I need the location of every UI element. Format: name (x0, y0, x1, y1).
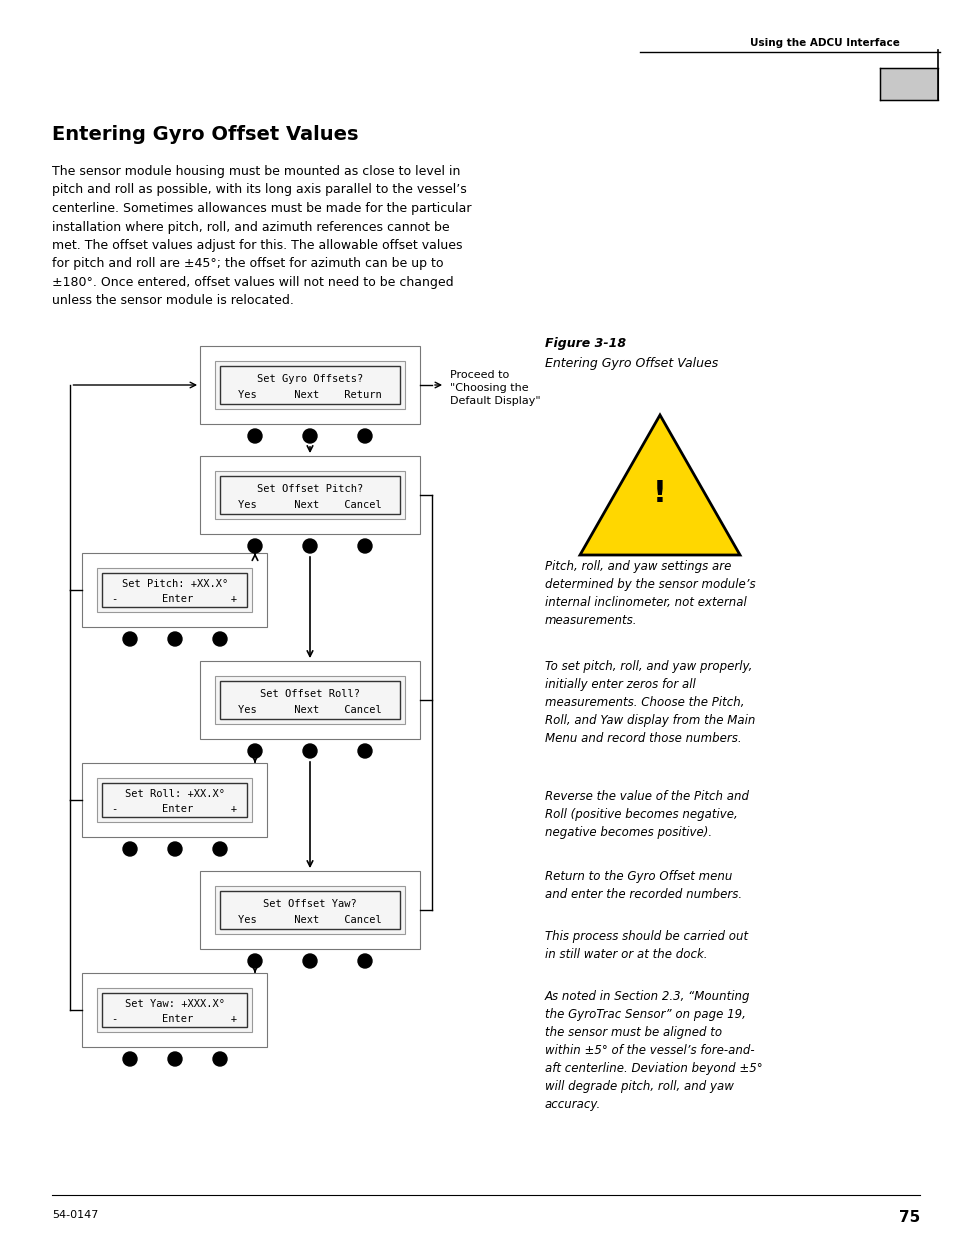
Circle shape (123, 632, 137, 646)
Bar (214, 361, 405, 409)
Text: 75: 75 (898, 1210, 919, 1225)
Circle shape (213, 1052, 227, 1066)
Text: Entering Gyro Offset Values: Entering Gyro Offset Values (544, 357, 718, 370)
Text: Set Gyro Offsets?: Set Gyro Offsets? (256, 374, 363, 384)
Bar (97, 778, 253, 823)
Text: -       Enter      +: - Enter + (112, 1014, 237, 1024)
Bar (102, 993, 247, 1028)
Text: Using the ADCU Interface: Using the ADCU Interface (749, 38, 899, 48)
Text: Set Offset Yaw?: Set Offset Yaw? (263, 899, 356, 909)
Text: Proceed to
"Choosing the
Default Display": Proceed to "Choosing the Default Display… (450, 370, 540, 406)
Bar (200, 456, 419, 534)
Circle shape (168, 842, 182, 856)
Circle shape (303, 538, 316, 553)
Text: Return to the Gyro Offset menu
and enter the recorded numbers.: Return to the Gyro Offset menu and enter… (544, 869, 741, 902)
Text: Set Offset Pitch?: Set Offset Pitch? (256, 484, 363, 494)
Bar (97, 988, 253, 1032)
Text: Yes      Next    Return: Yes Next Return (238, 389, 381, 400)
Circle shape (123, 1052, 137, 1066)
Text: 54-0147: 54-0147 (52, 1210, 98, 1220)
Text: As noted in Section 2.3, “Mounting
the GyroTrac Sensor” on page 19,
the sensor m: As noted in Section 2.3, “Mounting the G… (544, 990, 761, 1112)
Bar (214, 471, 405, 519)
Circle shape (248, 429, 262, 443)
Bar (214, 676, 405, 724)
Bar (102, 783, 247, 818)
Circle shape (168, 1052, 182, 1066)
Circle shape (213, 842, 227, 856)
Bar (200, 346, 419, 424)
Bar (82, 763, 267, 837)
Circle shape (248, 538, 262, 553)
Bar (97, 568, 253, 613)
Bar (220, 890, 399, 929)
Text: Set Roll: +XX.X°: Set Roll: +XX.X° (125, 789, 225, 799)
Bar (879, 68, 937, 100)
Circle shape (303, 743, 316, 758)
Circle shape (168, 632, 182, 646)
Circle shape (303, 429, 316, 443)
Text: -       Enter      +: - Enter + (112, 804, 237, 814)
Text: The sensor module housing must be mounted as close to level in
pitch and roll as: The sensor module housing must be mounte… (52, 165, 471, 308)
Text: -       Enter      +: - Enter + (112, 594, 237, 604)
Text: Set Pitch: +XX.X°: Set Pitch: +XX.X° (122, 579, 228, 589)
Text: Yes      Next    Cancel: Yes Next Cancel (238, 500, 381, 510)
Circle shape (357, 538, 372, 553)
Text: Figure 3-18: Figure 3-18 (544, 337, 625, 350)
Circle shape (248, 743, 262, 758)
Bar (214, 885, 405, 934)
Circle shape (303, 953, 316, 968)
Bar (200, 661, 419, 739)
Text: Set Offset Roll?: Set Offset Roll? (260, 689, 359, 699)
Bar (220, 475, 399, 514)
Text: !: ! (653, 478, 666, 508)
Text: Yes      Next    Cancel: Yes Next Cancel (238, 915, 381, 925)
Circle shape (357, 953, 372, 968)
Text: Yes      Next    Cancel: Yes Next Cancel (238, 705, 381, 715)
Circle shape (123, 842, 137, 856)
Bar (82, 973, 267, 1047)
Circle shape (213, 632, 227, 646)
Bar (220, 680, 399, 719)
Bar (220, 366, 399, 404)
Circle shape (357, 743, 372, 758)
Polygon shape (579, 415, 740, 555)
Text: Pitch, roll, and yaw settings are
determined by the sensor module’s
internal inc: Pitch, roll, and yaw settings are determ… (544, 559, 755, 627)
Bar (82, 553, 267, 627)
Text: To set pitch, roll, and yaw properly,
initially enter zeros for all
measurements: To set pitch, roll, and yaw properly, in… (544, 659, 755, 745)
Bar (200, 871, 419, 948)
Text: Entering Gyro Offset Values: Entering Gyro Offset Values (52, 125, 358, 144)
Circle shape (248, 953, 262, 968)
Bar (102, 573, 247, 606)
Text: Set Yaw: +XXX.X°: Set Yaw: +XXX.X° (125, 999, 225, 1009)
Circle shape (357, 429, 372, 443)
Text: This process should be carried out
in still water or at the dock.: This process should be carried out in st… (544, 930, 747, 961)
Text: Reverse the value of the Pitch and
Roll (positive becomes negative,
negative bec: Reverse the value of the Pitch and Roll … (544, 790, 748, 839)
